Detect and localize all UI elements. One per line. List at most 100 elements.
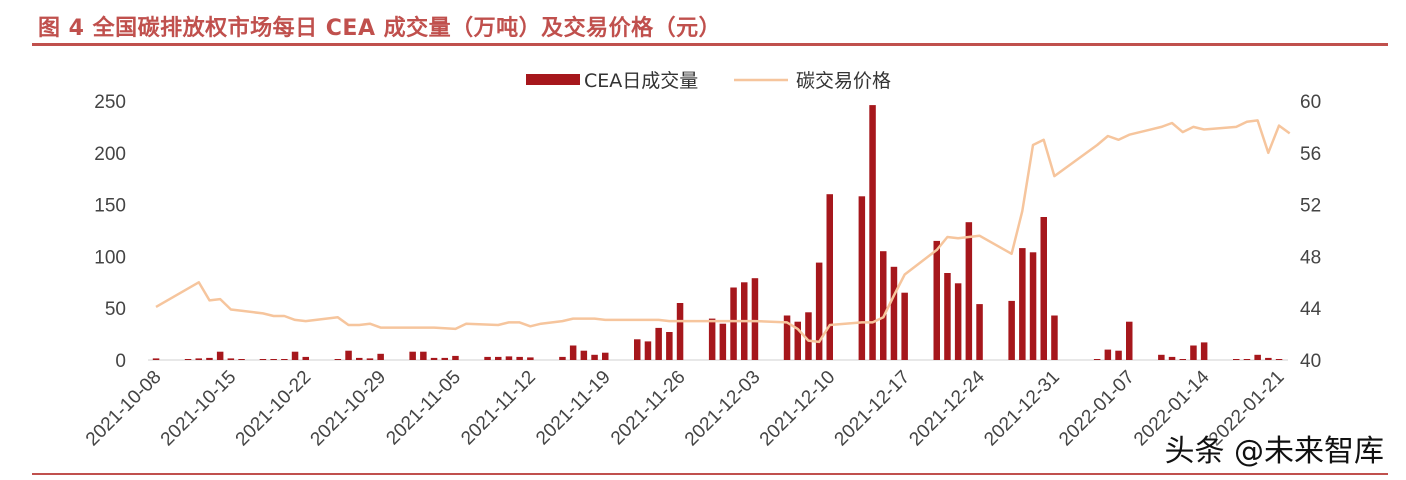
volume-bar: [751, 278, 759, 360]
y-right-tick-label: 48: [1300, 247, 1321, 268]
volume-bar: [216, 351, 224, 360]
volume-bar: [815, 262, 823, 360]
volume-bar: [527, 357, 534, 360]
x-tick-label: 2021-12-31: [980, 367, 1064, 451]
volume-bar: [794, 321, 801, 360]
volume-bar: [559, 356, 566, 360]
volume-bar: [634, 339, 641, 360]
price-line: [155, 119, 1291, 344]
y-left-tick-label: 150: [94, 196, 126, 217]
volume-bar: [719, 323, 727, 360]
volume-bar: [1126, 321, 1133, 360]
volume-bar: [880, 251, 887, 360]
y-left-tick-label: 250: [94, 92, 126, 113]
watermark: 头条 @未来智库: [1164, 434, 1384, 469]
volume-bar: [409, 351, 416, 360]
volume-bar: [976, 304, 983, 360]
volume-bar: [452, 355, 459, 360]
volume-bar: [1254, 354, 1261, 360]
volume-bar: [708, 318, 716, 360]
volume-bar: [1104, 349, 1112, 360]
x-tick-label: 2022-01-07: [1055, 367, 1139, 451]
volume-bar: [259, 359, 267, 360]
volume-bar: [676, 303, 684, 360]
volume-bar: [666, 332, 673, 360]
volume-bar: [1019, 248, 1026, 360]
volume-bar: [291, 351, 299, 360]
volume-bar: [580, 350, 588, 360]
volume-bar: [227, 358, 235, 360]
volume-bar: [195, 358, 202, 360]
volume-bar: [1243, 359, 1251, 360]
x-tick-label: 2021-10-08: [82, 367, 166, 451]
volume-bar: [655, 327, 662, 360]
x-tick-label: 2021-11-26: [607, 367, 690, 450]
volume-bar: [1190, 345, 1197, 360]
volume-bar: [826, 194, 833, 360]
volume-bar: [644, 341, 652, 360]
x-tick-label: 2021-11-12: [457, 367, 540, 450]
volume-bar: [1029, 252, 1037, 360]
volume-bar: [505, 356, 513, 360]
volume-bar: [281, 359, 288, 360]
y-right-tick-label: 52: [1300, 196, 1321, 217]
x-tick-label: 2021-12-24: [905, 366, 989, 450]
x-tick-label: 2021-11-19: [532, 367, 615, 450]
volume-bar: [569, 345, 577, 360]
volume-bar: [1168, 356, 1176, 360]
x-axis: 2021-10-082021-10-152021-10-222021-10-29…: [82, 366, 1289, 450]
volume-bar: [890, 266, 898, 360]
volume-bar: [602, 352, 609, 360]
y-right-tick-label: 56: [1300, 144, 1321, 165]
volume-bar: [366, 358, 374, 360]
volume-bar: [783, 315, 791, 360]
volume-bar: [730, 287, 737, 360]
legend-bar-label: CEA日成交量: [584, 70, 698, 92]
volume-bar: [345, 350, 352, 360]
volume-bars: [152, 105, 1283, 360]
volume-bar: [591, 354, 598, 360]
volume-bar: [944, 273, 951, 360]
y-left-tick-label: 200: [94, 144, 126, 165]
volume-bar: [1200, 342, 1208, 360]
volume-bar: [1233, 359, 1240, 360]
y-left-tick-label: 0: [115, 351, 126, 372]
volume-bar: [933, 240, 940, 360]
legend-bar-swatch: [526, 74, 580, 85]
volume-bar: [270, 359, 277, 360]
volume-bar: [377, 353, 384, 360]
volume-bar: [1115, 350, 1122, 360]
volume-bar: [954, 283, 962, 360]
volume-bar: [334, 359, 342, 360]
volume-bar: [1051, 315, 1058, 360]
bottom-rule: [32, 473, 1388, 475]
volume-bar: [302, 356, 309, 360]
volume-bar: [965, 222, 973, 360]
x-tick-label: 2021-10-29: [307, 367, 391, 451]
y-left-tick-label: 50: [105, 299, 126, 320]
volume-bar: [516, 356, 523, 360]
legend-line-label: 碳交易价格: [796, 70, 891, 92]
volume-bar: [206, 357, 213, 360]
volume-bar: [1265, 357, 1272, 360]
volume-bar: [184, 359, 192, 360]
volume-bar: [484, 356, 491, 360]
volume-bar: [1275, 359, 1283, 360]
volume-bar: [238, 359, 245, 360]
x-tick-label: 2021-12-17: [831, 367, 915, 451]
y-axis-left: 0 50 100 150 200 250: [94, 92, 126, 372]
x-tick-label: 2021-10-15: [157, 367, 241, 451]
y-axis-right: 40 44 48 52 56 60: [1300, 92, 1322, 372]
x-tick-label: 2021-12-03: [681, 367, 765, 451]
volume-bar: [1008, 300, 1015, 360]
volume-bar: [356, 357, 363, 360]
y-right-tick-label: 40: [1300, 351, 1321, 372]
chart-title: 图 4 全国碳排放权市场每日 CEA 成交量（万吨）及交易价格（元）: [38, 16, 722, 41]
volume-bar: [1093, 359, 1101, 360]
legend: CEA日成交量 碳交易价格: [526, 70, 891, 92]
title-underline: [32, 43, 1388, 46]
x-tick-label: 2021-12-10: [756, 367, 840, 451]
volume-bar: [441, 357, 448, 360]
x-tick-label: 2021-10-22: [232, 367, 316, 451]
